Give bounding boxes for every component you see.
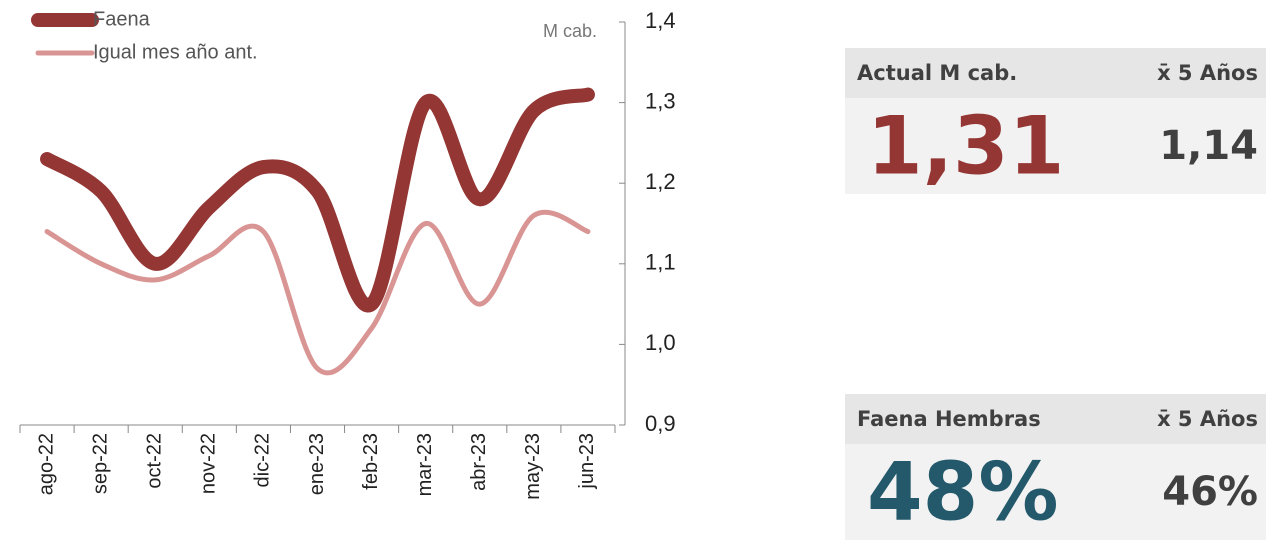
panel-header: Actual M cab. x̄ 5 Años: [845, 48, 1266, 98]
x-tick-label: may-23: [522, 433, 544, 500]
x-tick-label: dic-22: [252, 433, 274, 487]
panel-title: Actual M cab.: [857, 61, 1018, 85]
legend-label: Faena: [93, 8, 151, 30]
x-tick-label: abr-23: [468, 433, 490, 491]
kpi-avg: 46%: [1162, 469, 1258, 515]
chart: 0,9 1,0 1,1 1,2 1,3 1,4 M cab. ago-22 sep-22 oct-…: [19, 8, 676, 500]
panel-header: Faena Hembras x̄ 5 Años: [845, 394, 1266, 444]
y-tick-label: 1,4: [645, 8, 676, 33]
x-tick-label: ene-23: [306, 433, 328, 495]
x-tick-label: sep-22: [89, 433, 111, 494]
kpi-panel: Faena Hembras x̄ 5 Años 48% 46%: [845, 394, 1266, 540]
panel-avg-title: x̄ 5 Años: [1157, 407, 1258, 431]
kpi-panel: Actual M cab. x̄ 5 Años 1,31 1,14: [845, 48, 1266, 194]
panel-avg-title: x̄ 5 Años: [1157, 61, 1258, 85]
panel-body: 1,31 1,14: [845, 98, 1266, 194]
x-tick-label: ago-22: [35, 433, 57, 495]
y-axis-label: M cab.: [543, 21, 597, 41]
y-tick-label: 1,1: [645, 250, 676, 275]
x-tick-label: feb-23: [360, 433, 382, 490]
series-line: [44, 209, 591, 376]
legend-label: Igual mes año ant.: [93, 41, 258, 63]
series-line: [40, 87, 595, 313]
panel-title: Faena Hembras: [857, 407, 1041, 431]
x-tick-label: nov-22: [198, 433, 220, 494]
y-tick-label: 0,9: [645, 411, 676, 436]
kpi-value: 48%: [867, 445, 1059, 539]
y-tick-label: 1,3: [645, 88, 676, 113]
x-tick-label: mar-23: [414, 433, 436, 496]
panel-body: 48% 46%: [845, 444, 1266, 540]
y-tick-label: 1,0: [645, 330, 676, 355]
x-tick-label: oct-22: [144, 433, 166, 489]
kpi-value: 1,31: [867, 99, 1065, 193]
x-tick-label: jun-23: [576, 433, 598, 490]
kpi-avg: 1,14: [1159, 123, 1258, 169]
y-tick-label: 1,2: [645, 169, 676, 194]
